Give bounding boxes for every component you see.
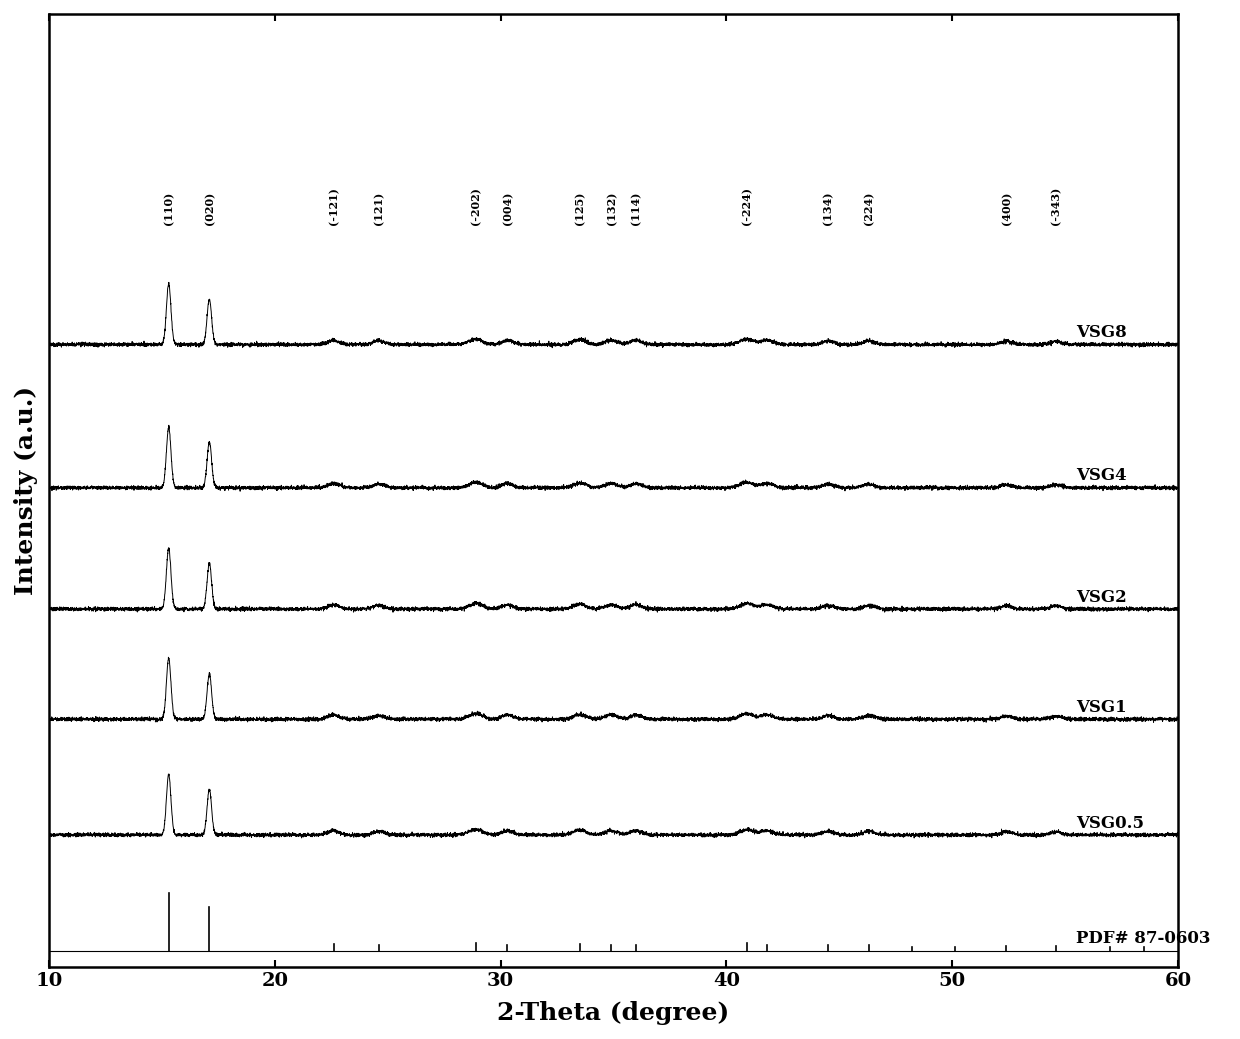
Text: (110): (110) (164, 192, 174, 225)
Text: (020): (020) (203, 192, 215, 225)
Text: (-202): (-202) (470, 188, 481, 225)
Text: (-224): (-224) (742, 187, 753, 225)
Text: (-121): (-121) (329, 188, 339, 225)
Text: (400): (400) (1001, 192, 1012, 225)
Text: (224): (224) (863, 192, 874, 225)
Text: VSG1: VSG1 (1076, 699, 1127, 716)
Text: (004): (004) (502, 192, 513, 225)
Text: VSG2: VSG2 (1076, 589, 1127, 606)
Text: (121): (121) (373, 192, 384, 225)
Text: PDF# 87-0603: PDF# 87-0603 (1076, 930, 1211, 948)
Text: (-343): (-343) (1050, 187, 1061, 225)
Text: VSG4: VSG4 (1076, 468, 1127, 484)
Text: (132): (132) (606, 192, 616, 225)
Text: (114): (114) (631, 192, 641, 225)
Text: (134): (134) (822, 192, 833, 225)
Text: VSG0.5: VSG0.5 (1076, 815, 1145, 831)
X-axis label: 2-Theta (degree): 2-Theta (degree) (497, 1002, 729, 1025)
Text: (125): (125) (574, 192, 585, 225)
Text: VSG8: VSG8 (1076, 324, 1127, 341)
Y-axis label: Intensity (a.u.): Intensity (a.u.) (14, 385, 38, 595)
